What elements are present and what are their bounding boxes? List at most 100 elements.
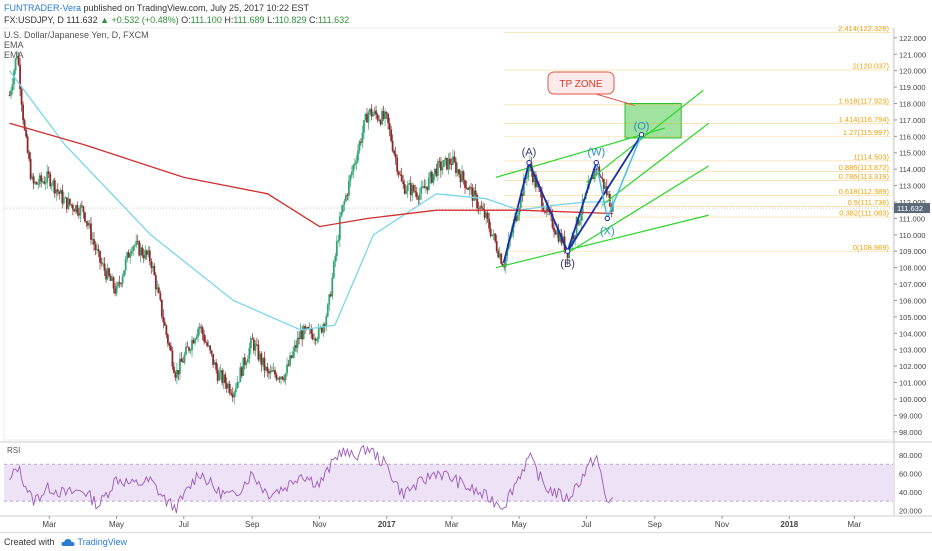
candle-body bbox=[240, 367, 243, 376]
candle-body bbox=[435, 168, 438, 176]
candle-body bbox=[515, 216, 518, 221]
fib-level-label: 0.618(112.389) bbox=[839, 187, 890, 196]
candle-body bbox=[255, 344, 258, 346]
candle-body bbox=[338, 216, 341, 240]
candle-body bbox=[500, 253, 503, 264]
candle-body bbox=[115, 285, 118, 294]
candle-body bbox=[290, 355, 293, 358]
candle-body bbox=[521, 194, 524, 197]
candle-body bbox=[245, 362, 248, 365]
channel-upper-2 bbox=[586, 89, 704, 183]
candle-body bbox=[320, 327, 323, 333]
publish-info: published on TradingView.com, July 25, 2… bbox=[83, 3, 310, 13]
candle-body bbox=[157, 287, 160, 294]
y-tick-label: 117.000 bbox=[899, 116, 926, 125]
x-tick-label: Mar bbox=[42, 520, 56, 529]
rsi-band bbox=[4, 464, 893, 502]
candle-body bbox=[572, 235, 575, 240]
close-label: C: bbox=[308, 15, 318, 25]
price-chart[interactable]: TP ZONE 2.414(122.328) 2(120.037) 1.618(11… bbox=[0, 0, 932, 532]
candle-body bbox=[68, 198, 71, 205]
candle-body bbox=[90, 223, 92, 240]
y-tick-label: 120.000 bbox=[899, 67, 926, 76]
candle-body bbox=[121, 276, 124, 284]
candle-body bbox=[346, 195, 349, 197]
candle-body bbox=[482, 208, 485, 210]
author-link[interactable]: FUNTRADER-Vera bbox=[4, 3, 82, 13]
candle-body bbox=[391, 140, 394, 151]
candle-body bbox=[16, 55, 18, 59]
fib-level-label: 0.5(111.736) bbox=[848, 198, 890, 207]
candle-body bbox=[343, 201, 346, 205]
candle-body bbox=[182, 361, 184, 363]
candle-body bbox=[334, 256, 337, 262]
candle-body bbox=[506, 248, 509, 256]
change-value: +0.532 (+0.48%) bbox=[111, 15, 179, 25]
tradingview-logo[interactable]: TradingView bbox=[60, 537, 128, 547]
open-label: O: bbox=[181, 15, 191, 25]
pattern-legs bbox=[502, 159, 598, 263]
candle-body bbox=[446, 157, 448, 170]
candle-body bbox=[441, 167, 444, 171]
y-tick-label: 106.000 bbox=[899, 296, 926, 305]
candle-body bbox=[215, 362, 218, 370]
candle-body bbox=[352, 164, 355, 172]
candle-body bbox=[444, 157, 447, 160]
candle-body bbox=[268, 370, 270, 374]
candle-body bbox=[287, 364, 290, 366]
symbol-label[interactable]: FX:USDJPY, D bbox=[4, 15, 64, 25]
fib-level-label: 0.786(113.319) bbox=[839, 172, 890, 181]
candle-body bbox=[67, 198, 70, 210]
last-price: 111.632 bbox=[66, 15, 98, 25]
y-tick-label: 118.000 bbox=[899, 100, 926, 109]
ema-indicator-1[interactable]: EMA bbox=[4, 40, 24, 50]
candle-body bbox=[328, 294, 331, 305]
open-value: 111.100 bbox=[190, 15, 222, 25]
candle-body bbox=[399, 174, 402, 176]
candle-body bbox=[179, 358, 181, 375]
candle-body bbox=[200, 326, 202, 328]
candle-body bbox=[280, 376, 282, 380]
candle-body bbox=[74, 205, 77, 212]
candle-body bbox=[388, 123, 391, 130]
candle-body bbox=[133, 245, 136, 247]
x-tick-label: Sep bbox=[648, 520, 663, 529]
candle-body bbox=[485, 212, 488, 218]
candle-body bbox=[201, 327, 204, 335]
candle-body bbox=[471, 187, 474, 201]
candle-body bbox=[527, 166, 530, 178]
candle-body bbox=[611, 203, 614, 212]
candle-body bbox=[449, 158, 451, 165]
candle-body bbox=[49, 173, 52, 187]
candle-body bbox=[123, 270, 126, 277]
tp-zone-callout bbox=[547, 71, 615, 95]
candle-body bbox=[578, 220, 581, 225]
candle-body bbox=[71, 205, 74, 210]
fib-level-label: 1(114.503) bbox=[853, 152, 889, 161]
candle-body bbox=[415, 192, 418, 198]
candle-body bbox=[64, 197, 67, 199]
candle-body bbox=[77, 213, 80, 216]
candle-body bbox=[35, 182, 38, 185]
candle-body bbox=[246, 358, 249, 363]
candle-body bbox=[153, 265, 156, 276]
x-tick-label: Nov bbox=[715, 520, 729, 529]
candle-body bbox=[194, 339, 196, 344]
y-tick-label: 121.000 bbox=[899, 50, 926, 59]
fib-level-label: 0.886(113.872) bbox=[839, 163, 890, 172]
candle-body bbox=[385, 111, 388, 114]
candle-body bbox=[106, 268, 109, 280]
candle-body bbox=[81, 205, 83, 207]
tradingview-brand: TradingView bbox=[77, 537, 128, 547]
candle-body bbox=[185, 346, 187, 355]
candle-body bbox=[227, 383, 230, 389]
candle-body bbox=[403, 184, 406, 194]
y-tick-label: 108.000 bbox=[899, 264, 926, 273]
candle-body bbox=[147, 250, 150, 255]
rsi-tick-label: 60.000 bbox=[899, 470, 922, 479]
candle-body bbox=[26, 136, 29, 153]
candle-body bbox=[65, 197, 68, 210]
ema-indicator-2[interactable]: EMA bbox=[4, 50, 24, 60]
candle-body bbox=[173, 366, 175, 373]
candle-body bbox=[105, 270, 107, 280]
